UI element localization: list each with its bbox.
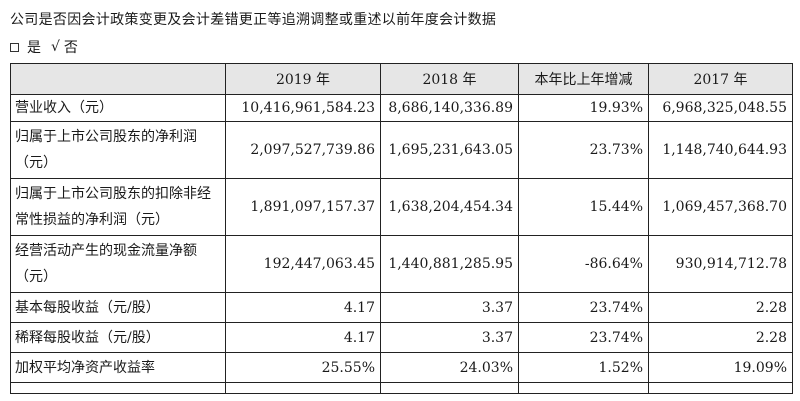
cell-2018: 1,695,231,643.05 (380, 121, 519, 179)
cell-2019: 10,416,961,584.23 (225, 94, 381, 122)
header-cell-blank (10, 63, 226, 95)
cell-2017: 2.28 (648, 292, 793, 323)
empty-cell (648, 382, 793, 394)
cell-2018: 24.03% (380, 352, 519, 383)
cell-2019: 2,097,527,739.86 (225, 121, 381, 179)
cell-change: 23.74% (518, 322, 649, 353)
row-label: 加权平均净资产收益率 (10, 352, 226, 383)
restatement-choice: 是 √ 否 (10, 37, 78, 57)
choice-yes-label: 是 (27, 40, 41, 56)
cell-2019: 4.17 (225, 292, 381, 323)
table-row: 基本每股收益（元/股） 4.17 3.37 23.74% 2.28 (10, 292, 793, 323)
table-row: 稀释每股收益（元/股） 4.17 3.37 23.74% 2.28 (10, 322, 793, 353)
financial-data-table: 2019 年 2018 年 本年比上年增减 2017 年 营业收入（元） 10,… (10, 63, 793, 394)
cell-2018: 3.37 (380, 322, 519, 353)
empty-cell (225, 382, 381, 394)
cell-2019: 4.17 (225, 322, 381, 353)
cell-change: 23.73% (518, 121, 649, 179)
table-row: 归属于上市公司股东的净利润 （元） 2,097,527,739.86 1,695,… (10, 121, 793, 179)
table-row: 加权平均净资产收益率 25.55% 24.03% 1.52% 19.09% (10, 352, 793, 383)
row-label: 稀释每股收益（元/股） (10, 322, 226, 353)
cell-2018: 1,440,881,285.95 (380, 235, 519, 293)
choice-no-label: 否 (63, 40, 78, 56)
header-cell-2017: 2017 年 (648, 63, 793, 95)
header-cell-change: 本年比上年增减 (518, 63, 649, 95)
row-label: 归属于上市公司股东的扣除非经 常性损益的净利润（元） (10, 178, 226, 236)
empty-cell (10, 382, 226, 394)
cell-change: 1.52% (518, 352, 649, 383)
cell-2019: 1,891,097,157.37 (225, 178, 381, 236)
empty-cell (380, 382, 519, 394)
cell-2018: 3.37 (380, 292, 519, 323)
cell-2017: 6,968,325,048.55 (648, 94, 793, 122)
table-row: 归属于上市公司股东的扣除非经 常性损益的净利润（元） 1,891,097,157.… (10, 178, 793, 236)
row-label: 经营活动产生的现金流量净额 （元） (10, 235, 226, 293)
cell-change: 15.44% (518, 178, 649, 236)
header-cell-2019: 2019 年 (225, 63, 381, 95)
row-label: 归属于上市公司股东的净利润 （元） (10, 121, 226, 179)
cell-2017: 930,914,712.78 (648, 235, 793, 293)
row-label: 基本每股收益（元/股） (10, 292, 226, 323)
checkbox-icon (10, 42, 19, 52)
table-header-row: 2019 年 2018 年 本年比上年增减 2017 年 (10, 63, 793, 95)
disclosure-title: 公司是否因会计政策变更及会计差错更正等追溯调整或重述以前年度会计数据 (10, 12, 497, 28)
cell-change: -86.64% (518, 235, 649, 293)
empty-cell (518, 382, 649, 394)
cell-2019: 192,447,063.45 (225, 235, 381, 293)
row-label: 营业收入（元） (10, 94, 226, 122)
cell-2017: 2.28 (648, 322, 793, 353)
table-row: 营业收入（元） 10,416,961,584.23 8,686,140,336.… (10, 94, 793, 122)
header-cell-2018: 2018 年 (380, 63, 519, 95)
cell-2017: 1,148,740,644.93 (648, 121, 793, 179)
cell-2018: 1,638,204,454.34 (380, 178, 519, 236)
table-row-partial (10, 382, 793, 394)
cell-2017: 1,069,457,368.70 (648, 178, 793, 236)
cell-change: 23.74% (518, 292, 649, 323)
check-mark-icon: √ (51, 39, 60, 55)
cell-2019: 25.55% (225, 352, 381, 383)
cell-change: 19.93% (518, 94, 649, 122)
cell-2017: 19.09% (648, 352, 793, 383)
table-row: 经营活动产生的现金流量净额 （元） 192,447,063.45 1,440,88… (10, 235, 793, 293)
cell-2018: 8,686,140,336.89 (380, 94, 519, 122)
